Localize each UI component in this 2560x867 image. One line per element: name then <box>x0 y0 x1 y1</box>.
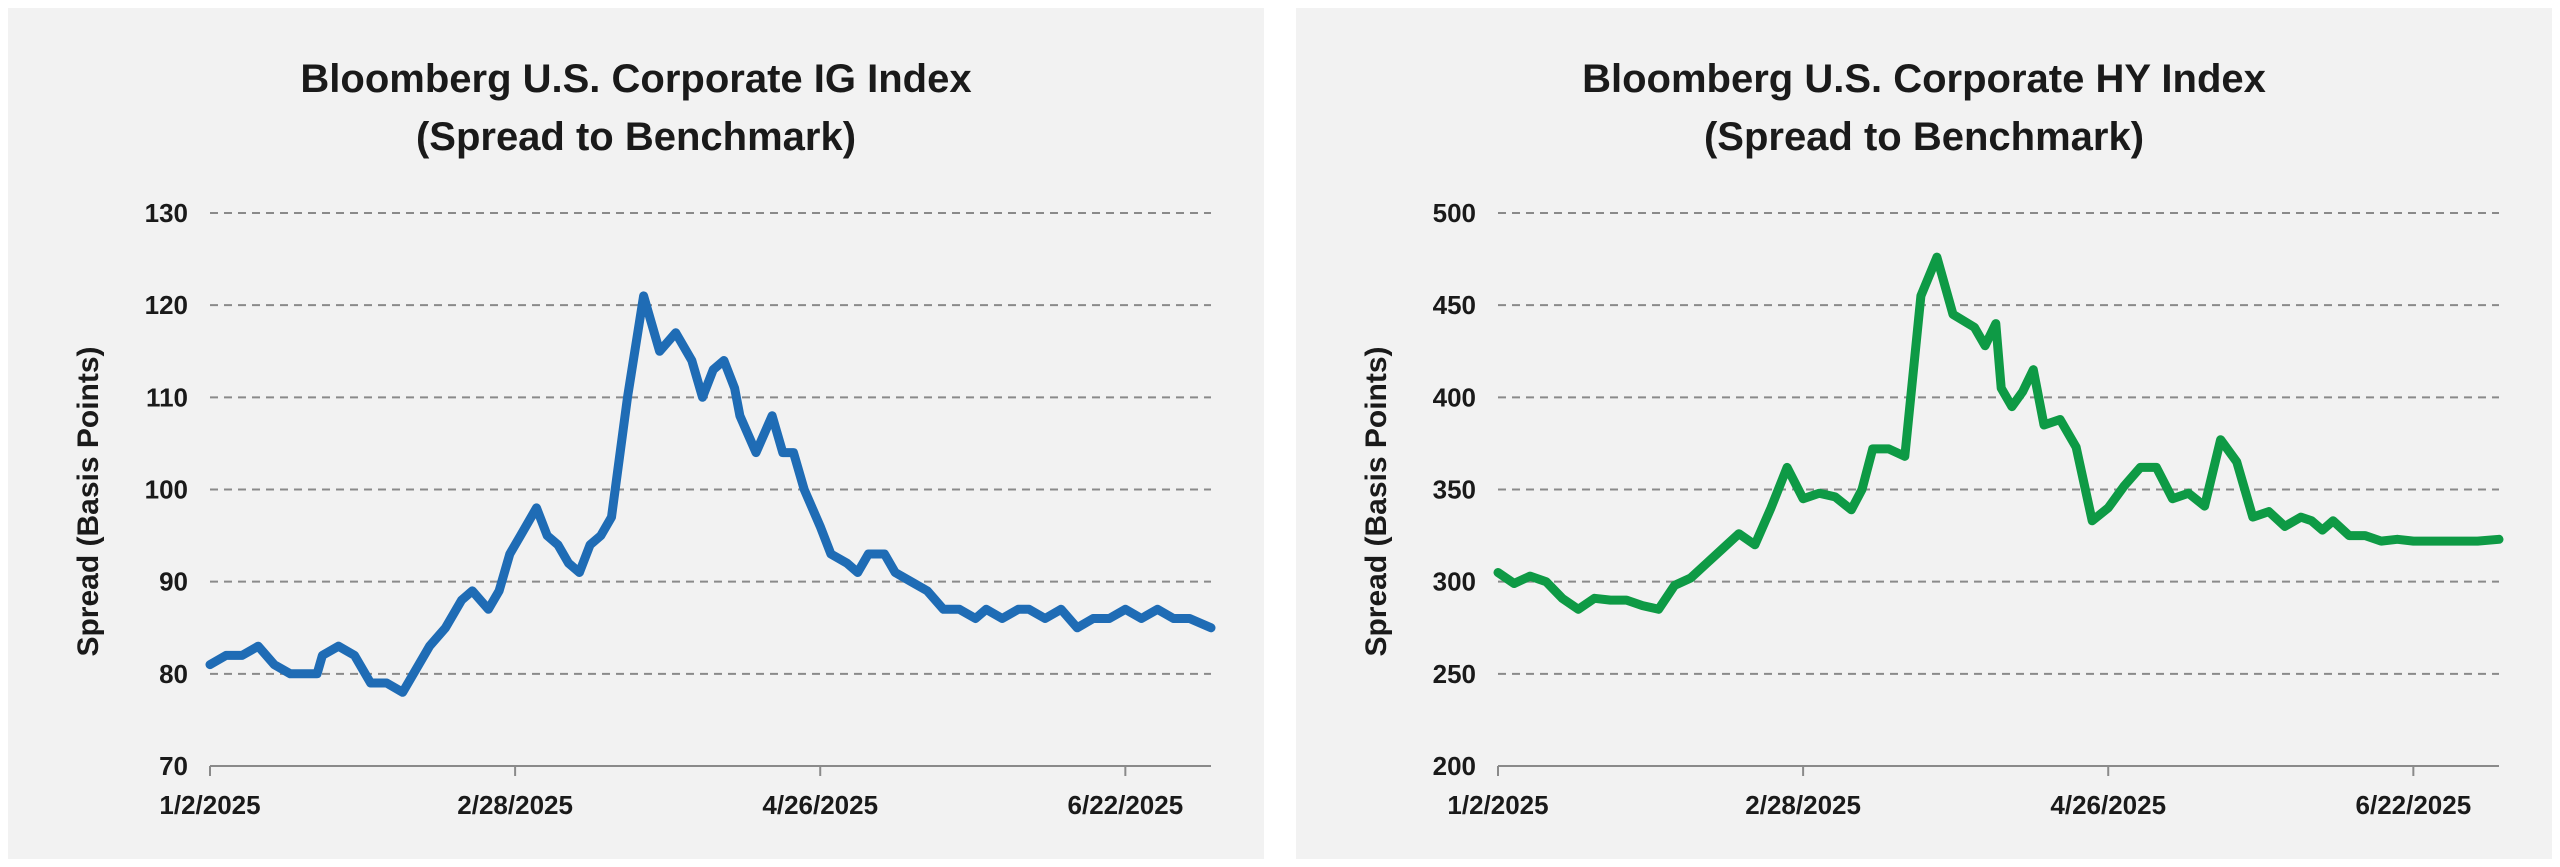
ig-line-chart: 70 80 90 100 110 120 130 1/2/2025 2/28/2025 4/26/… <box>72 198 1216 820</box>
ig-y-tick-label: 70 <box>159 751 188 781</box>
ig-x-tick-label: 4/26/2025 <box>762 790 878 820</box>
ig-x-tick-label: 2/28/2025 <box>457 790 573 820</box>
hy-y-tick-label: 450 <box>1433 290 1476 320</box>
hy-y-tick-label: 350 <box>1433 475 1476 505</box>
hy-y-tick-label: 400 <box>1433 382 1476 412</box>
ig-y-tick-label: 110 <box>146 382 188 412</box>
ig-x-tick-label: 1/2/2025 <box>159 790 260 820</box>
ig-x-tick-label: 6/22/2025 <box>1068 790 1184 820</box>
hy-chart-title: Bloomberg U.S. Corporate HY Index (Sprea… <box>1296 50 2552 166</box>
ig-title-line1: Bloomberg U.S. Corporate IG Index <box>300 57 972 101</box>
hy-x-tick-label: 4/26/2025 <box>2050 790 2166 820</box>
ig-y-tick-label: 130 <box>145 198 188 228</box>
ig-chart-panel: Bloomberg U.S. Corporate IG Index (Sprea… <box>8 8 1264 859</box>
hy-line-chart: 200 250 300 350 400 450 500 1/2/2025 2/28/2025 4/… <box>1360 198 2504 820</box>
hy-chart-panel: Bloomberg U.S. Corporate HY Index (Sprea… <box>1296 8 2552 859</box>
ig-chart-title: Bloomberg U.S. Corporate IG Index (Sprea… <box>8 50 1264 166</box>
hy-x-tick-label: 2/28/2025 <box>1745 790 1861 820</box>
hy-y-tick-label: 200 <box>1433 751 1476 781</box>
hy-y-tick-label: 300 <box>1433 567 1476 597</box>
ig-y-tick-label: 100 <box>145 475 188 505</box>
hy-x-tick-label: 6/22/2025 <box>2356 790 2472 820</box>
hy-y-tick-label: 250 <box>1433 659 1476 689</box>
hy-title-line1: Bloomberg U.S. Corporate HY Index <box>1582 57 2266 101</box>
ig-title-line2: (Spread to Benchmark) <box>415 115 857 159</box>
ig-series-line <box>205 291 1216 697</box>
ig-y-tick-label: 90 <box>159 567 188 597</box>
hy-x-tick-label: 1/2/2025 <box>1447 790 1548 820</box>
hy-y-tick-label: 500 <box>1433 198 1476 228</box>
ig-y-tick-label: 120 <box>145 290 188 320</box>
hy-y-axis-label: Spread (Basis Points) <box>1360 346 1393 656</box>
hy-title-line2: (Spread to Benchmark) <box>1703 115 2145 159</box>
hy-series-line <box>1493 252 2504 614</box>
ig-y-axis-label: Spread (Basis Points) <box>72 346 105 656</box>
ig-y-tick-label: 80 <box>159 659 188 689</box>
